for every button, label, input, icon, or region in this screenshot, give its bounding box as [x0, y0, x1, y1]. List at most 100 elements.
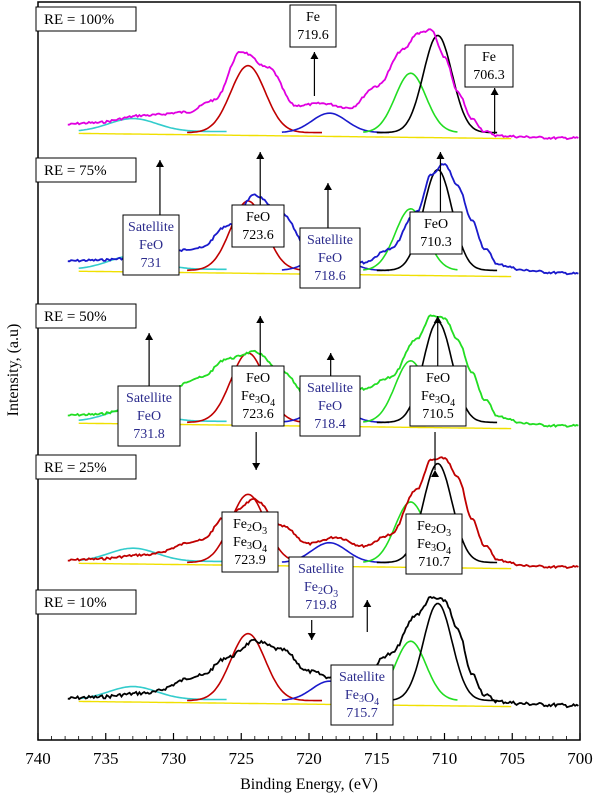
- annotation-box: [409, 365, 467, 427]
- x-axis-title: Binding Energy, (eV): [240, 776, 378, 793]
- annotation-text: FeO: [318, 251, 342, 266]
- annotation-box: [464, 44, 514, 88]
- arrow-head: [155, 160, 164, 167]
- peak-2p3: [376, 462, 498, 564]
- annotation-text: 719.6: [297, 28, 329, 43]
- x-tick-label: 730: [161, 749, 187, 768]
- arrow-head: [307, 633, 316, 640]
- re-label: RE = 25%: [44, 460, 107, 476]
- annotation-text: 731.8: [133, 427, 165, 442]
- annotation-text: Fe3O4: [233, 535, 267, 555]
- annotation-text: Satellite: [307, 233, 353, 248]
- measured-spectrum: [67, 595, 579, 709]
- arrow-head: [490, 88, 499, 95]
- re-label: RE = 75%: [44, 163, 107, 179]
- re-label: RE = 10%: [44, 595, 107, 611]
- arrow-head: [252, 463, 261, 470]
- y-axis-title: Intensity, (a.u): [5, 324, 22, 417]
- annotation-box: [289, 4, 337, 48]
- annotation-text: Fe3O4: [241, 389, 275, 409]
- annotation-box: [231, 204, 285, 248]
- annotation-box: [405, 513, 463, 575]
- measured-spectrum: [67, 28, 579, 141]
- annotation-text: FeO: [424, 217, 448, 232]
- annotation-text: FeO: [137, 409, 161, 424]
- spectra-panels: RE = 100% Fe 719.6 Fe 706.3 RE = 75% Satellite…: [35, 4, 579, 726]
- x-tick-label: 725: [229, 749, 255, 768]
- arrow-head: [363, 600, 372, 607]
- x-tick-label: 715: [364, 749, 390, 768]
- arrow-head: [145, 333, 154, 340]
- annotation-box: [221, 511, 279, 573]
- peak-2p1: [187, 632, 322, 702]
- annotation-text: 710.7: [418, 555, 450, 570]
- arrow-head: [431, 470, 440, 477]
- satellite-mid-peak: [281, 112, 390, 134]
- annotation-text: Fe2O3: [233, 517, 267, 537]
- peak-2p1: [187, 352, 322, 424]
- arrow-head: [326, 353, 335, 360]
- annotation-box: [122, 214, 180, 276]
- annotation-box: [330, 664, 394, 726]
- re-label-box: [35, 6, 137, 32]
- re-label: RE = 50%: [44, 309, 107, 325]
- annotation-box: [299, 227, 361, 289]
- x-axis: 740 735 730 725 720 715 710 705 700: [25, 733, 593, 768]
- peak-2p3: [376, 34, 498, 134]
- annotation-text: Fe3O4: [345, 688, 379, 708]
- annotation-text: Fe2O3: [417, 519, 451, 539]
- x-tick-label: 740: [25, 749, 51, 768]
- peak-2p1: [187, 64, 322, 134]
- re-label-box: [35, 454, 137, 480]
- re-label-box: [35, 303, 137, 329]
- annotation-text: FeO: [318, 399, 342, 414]
- annotation-text: 718.6: [314, 269, 346, 284]
- arrow-head: [256, 316, 265, 323]
- annotation-text: Satellite: [128, 220, 174, 235]
- arrow-head: [256, 152, 265, 159]
- peak-2p3: [376, 602, 498, 702]
- annotation-text: 710.5: [422, 407, 454, 422]
- annotation-text: FeO: [426, 371, 450, 386]
- annotation-text: FeO: [139, 238, 163, 253]
- annotation-box: [288, 556, 354, 618]
- annotation-text: 710.3: [420, 235, 452, 250]
- annotation-text: 723.6: [242, 407, 274, 422]
- annotation-text: 718.4: [314, 417, 346, 432]
- annotation-box: [409, 211, 463, 255]
- annotation-text: 715.7: [346, 706, 378, 721]
- background-curve: [78, 132, 512, 140]
- arrow-head: [323, 183, 332, 190]
- annotation-text: Satellite: [298, 562, 344, 577]
- annotation-text: Fe2O3: [304, 580, 338, 600]
- annotation-text: Fe3O4: [421, 389, 455, 409]
- peak-shoulder: [363, 72, 458, 133]
- annotation-box: [231, 365, 285, 427]
- annotation-text: 723.9: [234, 553, 266, 568]
- annotation-box: [299, 375, 361, 437]
- measured-spectrum: [67, 456, 579, 570]
- annotation-text: Satellite: [307, 381, 353, 396]
- arrow-head: [433, 316, 442, 323]
- re-label-box: [35, 589, 137, 615]
- arrow-head: [310, 52, 319, 59]
- plot-frame: [37, 1, 581, 741]
- annotation-text: Satellite: [126, 391, 172, 406]
- annotation-text: 719.8: [305, 598, 337, 613]
- annotation-text: FeO: [246, 210, 270, 225]
- x-tick-label: 720: [296, 749, 322, 768]
- background-curve: [78, 700, 512, 708]
- x-tick-label: 700: [567, 749, 593, 768]
- arrow-head: [436, 152, 445, 159]
- x-tick-label: 710: [432, 749, 458, 768]
- re-label: RE = 100%: [44, 12, 114, 28]
- panel-3: RE = 50%SatelliteFeO731.8FeOFe3O4723.6Sa…: [35, 303, 579, 447]
- panel-1: RE = 100% Fe 719.6 Fe 706.3: [35, 4, 579, 141]
- re-label-box: [35, 157, 137, 183]
- annotation-text: 723.6: [242, 228, 274, 243]
- annotation-text: Fe: [306, 10, 320, 25]
- peak-shoulder: [363, 207, 458, 271]
